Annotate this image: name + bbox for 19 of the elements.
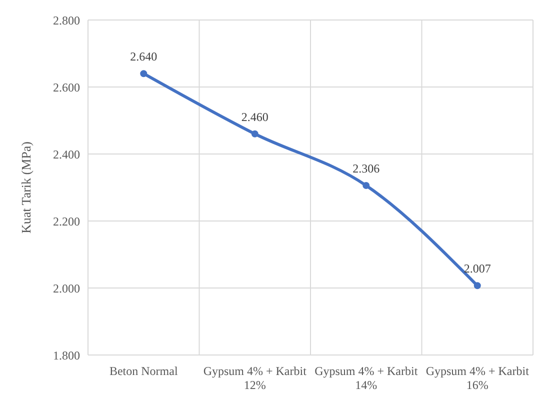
x-tick-label: Beton Normal (109, 364, 178, 378)
y-tick-label: 2.200 (53, 214, 80, 228)
y-tick-label: 2.400 (53, 147, 80, 162)
data-label: 2.640 (130, 50, 158, 64)
x-tick-label: Gypsum 4% + Karbit 14% (314, 364, 418, 392)
y-tick-label: 2.600 (53, 80, 80, 94)
y-tick-label: 1.800 (53, 348, 80, 362)
point (362, 182, 370, 189)
y-tick-label: 2.000 (53, 281, 80, 296)
data-label: 2.306 (352, 161, 380, 176)
data-label: 2.007 (464, 262, 491, 276)
point (474, 282, 481, 290)
point (140, 70, 148, 78)
x-tick-label: Gypsum 4% + Karbit 16% (426, 364, 530, 392)
y-axis-title: Kuat Tarik (MPa) (18, 142, 34, 234)
x-tick-label: Gypsum 4% + Karbit 12% (203, 364, 308, 392)
point (251, 130, 258, 138)
y-tick-label: 2.800 (53, 13, 80, 28)
data-label: 2.460 (241, 110, 268, 124)
